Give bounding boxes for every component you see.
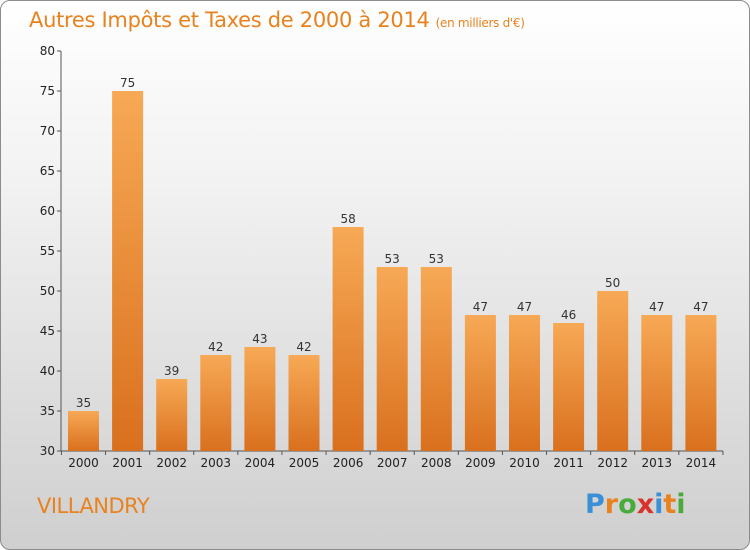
chart-title-text: Autres Impôts et Taxes de 2000 à 2014 [29,8,430,32]
bar [156,379,188,451]
y-tick-label: 65 [40,164,55,178]
bar [641,315,673,451]
bar-value-label: 39 [164,364,179,378]
bar [332,227,364,451]
x-tick-label: 2007 [377,456,408,470]
x-tick-label: 2002 [156,456,187,470]
logo-letter: o [618,489,637,520]
bar [200,355,232,451]
proxiti-logo: Proxiti [585,489,686,520]
chart-unit: (en milliers d'€) [435,16,525,30]
x-tick-label: 2003 [201,456,232,470]
chart-axes: 30 35 40 45 50 55 60 65 70 75 80 2000 2001 2002 2003 20… [40,44,724,470]
place-name: VILLANDRY [37,494,150,518]
bar-value-label: 53 [429,252,444,266]
bar [244,347,276,451]
y-tick-label: 75 [40,84,55,98]
bar [376,267,408,451]
y-tick-label: 55 [40,244,55,258]
bar-value-label: 46 [561,308,576,322]
x-tick-label: 2011 [553,456,584,470]
x-tick-label: 2010 [509,456,540,470]
logo-letter: i [676,489,686,520]
bar-value-label: 43 [252,332,267,346]
bar [112,91,144,451]
bar-value-label: 42 [208,340,223,354]
chart-bars: 35 75 39 42 43 42 58 53 53 47 47 46 50 47 47 [68,76,717,451]
x-tick-label: 2013 [642,456,673,470]
y-tick-label: 70 [40,124,55,138]
bar [68,411,99,451]
x-tick-label: 2008 [421,456,452,470]
bar-value-label: 42 [296,340,311,354]
bar-value-label: 47 [517,300,532,314]
logo-letter: r [604,489,619,520]
y-tick-label: 50 [40,284,55,298]
bar-value-label: 58 [340,212,355,226]
chart-title: Autres Impôts et Taxes de 2000 à 2014 (en… [29,8,525,32]
bar [509,315,540,451]
bar-value-label: 47 [649,300,664,314]
bar [553,323,585,451]
y-tick-label: 30 [40,444,55,458]
bar [685,315,717,451]
bar [288,355,320,451]
x-tick-label: 2006 [333,456,364,470]
logo-letter: t [663,489,677,520]
x-tick-label: 2009 [465,456,496,470]
bar-value-label: 50 [605,276,620,290]
x-tick-label: 2001 [112,456,143,470]
y-tick-label: 40 [40,364,55,378]
logo-letter: P [585,489,605,520]
bar [464,315,496,451]
bar [420,267,452,451]
x-tick-label: 2005 [289,456,320,470]
bar-value-label: 47 [693,300,708,314]
bar [597,291,629,451]
x-tick-label: 2000 [68,456,99,470]
x-tick-label: 2012 [597,456,628,470]
x-tick-label: 2004 [245,456,276,470]
bar-value-label: 53 [385,252,400,266]
y-tick-label: 60 [40,204,55,218]
bar-value-label: 35 [76,396,91,410]
logo-letter: x [636,489,655,520]
y-tick-label: 35 [40,404,55,418]
bar-value-label: 75 [120,76,135,90]
y-tick-label: 45 [40,324,55,338]
x-tick-label: 2014 [686,456,717,470]
bar-value-label: 47 [473,300,488,314]
logo-letter: i [654,489,664,520]
y-tick-label: 80 [40,44,55,58]
